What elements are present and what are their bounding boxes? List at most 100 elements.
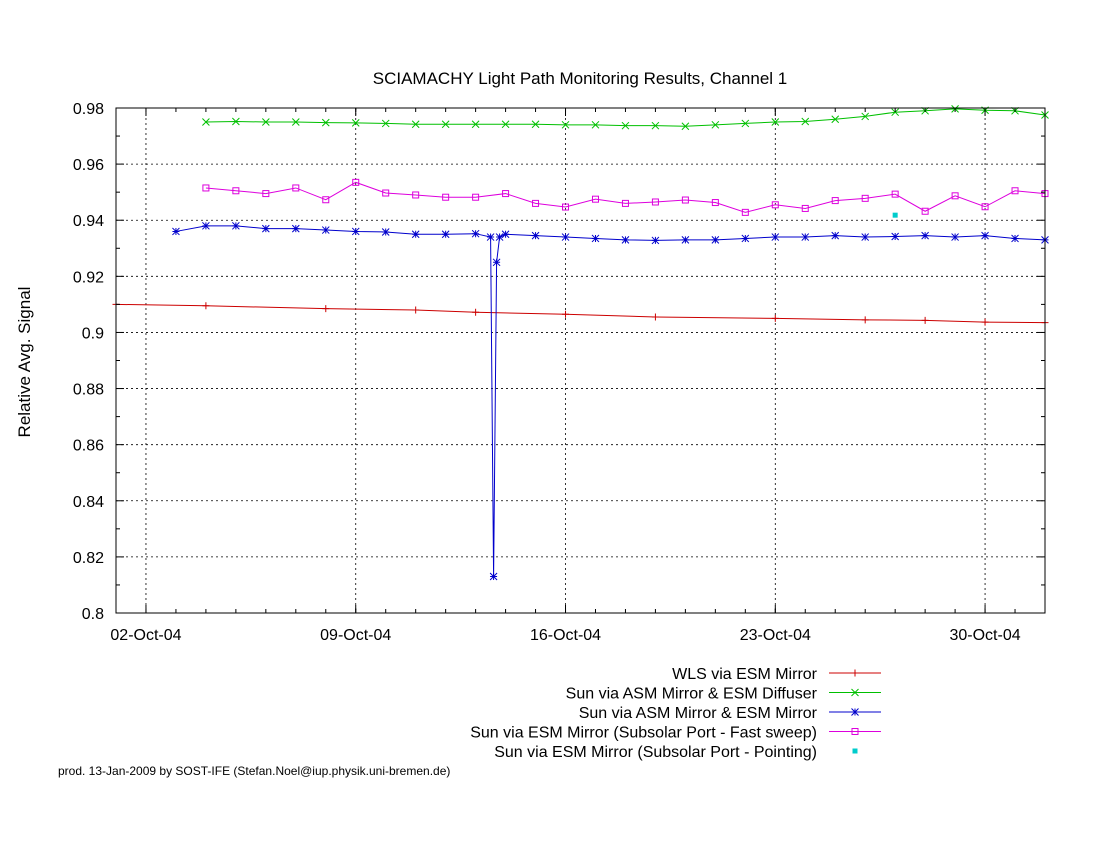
legend: WLS via ESM Mirror Sun via ASM Mirror & E…: [470, 666, 881, 761]
series-group: [202, 178, 1049, 216]
data-point: [532, 199, 540, 207]
plot-series: [112, 104, 1049, 581]
plot-frame: [115, 107, 1046, 614]
legend-swatch: [852, 748, 858, 754]
data-point: [681, 196, 689, 204]
data-point: [801, 117, 810, 126]
data-point: [921, 316, 929, 324]
data-point: [891, 108, 900, 117]
data-point: [861, 112, 870, 121]
data-point: [861, 233, 870, 241]
series-line: [175, 225, 1046, 577]
y-tick-label: 0.84: [73, 494, 104, 511]
data-point: [292, 184, 300, 192]
data-point: [351, 119, 360, 127]
y-tick-label: 0.9: [82, 325, 104, 342]
data-point: [202, 184, 210, 192]
data-point: [851, 728, 859, 735]
data-point: [261, 118, 270, 126]
data-point: [891, 190, 899, 198]
data-point: [531, 120, 540, 129]
data-point: [172, 227, 180, 236]
data-point: [591, 120, 600, 129]
x-tick-label: 30-Oct-04: [949, 627, 1020, 644]
data-point: [411, 120, 420, 129]
data-point: [441, 120, 450, 129]
y-tick-label: 0.86: [73, 438, 104, 455]
y-tick-label: 0.88: [73, 382, 104, 399]
data-point: [851, 669, 859, 677]
data-point: [771, 314, 779, 322]
data-point: [382, 189, 390, 197]
legend-swatch: [829, 688, 881, 697]
data-point: [502, 190, 510, 198]
y-tick-label: 0.82: [73, 550, 104, 567]
data-point: [861, 194, 869, 202]
data-point: [591, 234, 600, 243]
data-point: [562, 203, 570, 211]
series-group: [112, 300, 1049, 327]
data-point: [381, 119, 390, 128]
data-point: [621, 121, 630, 130]
data-point: [291, 118, 300, 126]
data-point: [831, 197, 839, 205]
data-point: [711, 199, 719, 207]
legend-swatch: [829, 728, 881, 735]
data-point: [681, 236, 690, 244]
data-point: [981, 318, 989, 326]
data-point: [442, 193, 450, 201]
x-tick-label: 16-Oct-04: [530, 627, 601, 644]
data-point: [711, 120, 720, 129]
data-point: [711, 236, 720, 244]
data-point: [891, 232, 900, 241]
data-point: [1011, 234, 1019, 243]
data-point: [472, 308, 480, 316]
data-point: [291, 224, 300, 233]
data-point: [561, 233, 570, 241]
data-point: [352, 178, 360, 186]
data-point: [202, 302, 210, 310]
data-point: [591, 195, 599, 203]
data-point: [831, 231, 840, 240]
data-point: [651, 121, 660, 130]
data-point: [801, 233, 810, 241]
data-point: [501, 120, 510, 129]
data-point: [202, 221, 210, 230]
y-tick-label: 0.96: [73, 157, 104, 174]
data-point: [851, 708, 859, 716]
data-point: [771, 118, 780, 126]
data-point: [741, 208, 749, 216]
data-point: [831, 115, 840, 124]
data-point: [486, 233, 495, 241]
series-line: [205, 181, 1046, 213]
data-point: [321, 226, 330, 234]
data-point: [741, 234, 750, 243]
data-point: [322, 196, 330, 204]
data-point: [771, 201, 779, 209]
data-point: [681, 122, 690, 131]
series-group: [892, 212, 898, 218]
data-point: [561, 120, 570, 129]
y-tick-label: 0.98: [73, 101, 104, 118]
data-point: [322, 305, 330, 313]
series-line: [115, 303, 1046, 324]
y-axis-label: Relative Avg. Signal: [15, 287, 34, 438]
y-tick-label: 0.92: [73, 269, 104, 286]
data-point: [741, 119, 750, 128]
data-point: [852, 748, 858, 754]
data-point: [471, 120, 480, 129]
legend-label: Sun via ESM Mirror (Subsolar Port - Fast…: [470, 725, 817, 742]
data-point: [861, 316, 869, 324]
legend-label: Sun via ASM Mirror & ESM Mirror: [579, 705, 818, 722]
data-point: [801, 204, 809, 212]
data-point: [412, 306, 420, 314]
legend-label: Sun via ESM Mirror (Subsolar Port - Poin…: [494, 744, 817, 761]
data-point: [981, 231, 989, 240]
data-point: [651, 198, 659, 206]
data-point: [851, 688, 859, 697]
data-point: [472, 193, 480, 201]
x-tick-label: 09-Oct-04: [320, 627, 391, 644]
data-point: [232, 117, 240, 126]
data-point: [921, 207, 929, 215]
legend-label: WLS via ESM Mirror: [672, 666, 818, 683]
